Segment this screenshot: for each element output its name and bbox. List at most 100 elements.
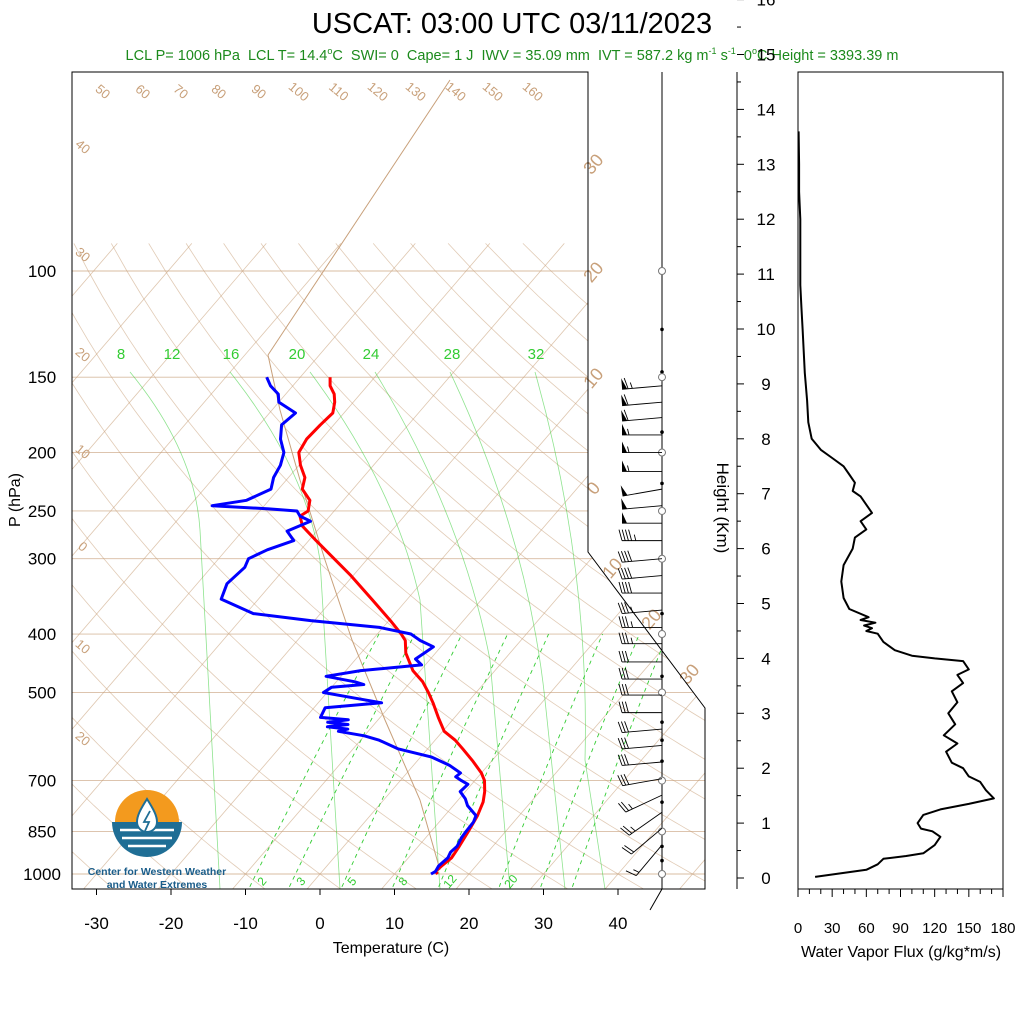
- isotherm-label: 0: [583, 478, 605, 499]
- mixing-ratio-label: 20: [501, 872, 521, 891]
- dry-adiabat-label: 130: [403, 79, 429, 104]
- dry-adiabat-line: [335, 243, 705, 889]
- pressure-tick-label: 850: [28, 822, 56, 841]
- wind-barb: [618, 701, 662, 714]
- flux-tick-label: 90: [892, 920, 909, 937]
- mixing-ratio-line: [288, 633, 416, 887]
- isotherm-line: [72, 243, 267, 889]
- wind-barb: [622, 512, 662, 524]
- isotherm-label: 10: [598, 554, 626, 582]
- dry-adiabat-line: [72, 243, 585, 889]
- isotherm-line: [298, 243, 705, 889]
- dry-adiabat-line: [110, 243, 705, 889]
- dry-adiabat-label: 10: [73, 441, 94, 462]
- isotherm-line: [447, 243, 705, 889]
- isotherm-line: [72, 243, 565, 889]
- cw3e-logo: [112, 790, 182, 857]
- isotherm-line: [72, 243, 416, 889]
- mixing-ratio-label: 5: [344, 874, 359, 888]
- dry-adiabat-label: 10: [73, 636, 94, 657]
- staff-level-dot: [660, 674, 664, 679]
- dry-adiabat-label: 160: [520, 79, 546, 104]
- height-tick-label: 16: [757, 0, 776, 10]
- mixing-ratio-guide: [449, 371, 566, 889]
- staff-level-circle: [658, 827, 666, 836]
- dry-adiabat-line: [72, 243, 509, 889]
- staff-level-circle: [658, 267, 666, 275]
- height-tick-label: 0: [761, 869, 770, 888]
- dry-adiabat-line: [260, 243, 705, 889]
- height-tick-label: 4: [761, 649, 770, 668]
- dry-adiabat-line: [522, 243, 705, 889]
- dry-adiabat-line: [0, 243, 49, 899]
- mixing-ratio-line: [392, 633, 509, 887]
- temperature-tick-label: 40: [609, 914, 628, 933]
- mixing-ratio-label: 12: [164, 346, 181, 363]
- mixing-ratio-label: 2: [254, 874, 269, 888]
- temperature-profile: [297, 377, 487, 875]
- height-tick-label: 8: [761, 430, 770, 449]
- height-tick-label: 2: [761, 759, 770, 778]
- temperature-tick-label: -30: [84, 914, 109, 933]
- logo-line-1: Center for Western Weather: [87, 866, 227, 878]
- pressure-tick-label: 300: [28, 550, 56, 569]
- mixing-ratio-label: 24: [363, 346, 380, 363]
- isotherm-line: [372, 243, 705, 889]
- swi-value: SWI= 0: [350, 47, 399, 64]
- wind-barb: [617, 774, 663, 787]
- isotherm-label: 20: [637, 605, 665, 633]
- wind-barb: [620, 811, 663, 836]
- dry-adiabat-label: 0: [75, 538, 90, 554]
- parcel-path: [267, 79, 451, 356]
- mixing-ratio-line: [571, 633, 668, 887]
- flux-tick-label: 60: [858, 920, 875, 937]
- temperature-tick-label: -10: [233, 914, 258, 933]
- dry-adiabat-line: [72, 243, 662, 889]
- wind-barb: [621, 498, 663, 510]
- pressure-tick-label: 100: [28, 262, 56, 281]
- height-tick-label: 9: [761, 375, 770, 394]
- isotherm-line: [596, 243, 705, 889]
- dry-adiabat-line: [148, 243, 705, 889]
- mixing-ratio-label: 3: [293, 874, 308, 888]
- mixing-ratio-label: 8: [395, 874, 410, 888]
- wind-barb: [618, 616, 662, 628]
- water-vapor-flux-profile: [797, 131, 995, 878]
- mixing-ratio-guide: [534, 371, 606, 889]
- ivt-exponent-m: -1: [708, 46, 717, 56]
- wind-barb-staff: [649, 888, 663, 911]
- dry-adiabat-line: [72, 243, 202, 889]
- dry-adiabat-line: [73, 243, 705, 889]
- pressure-tick-label: 200: [28, 444, 56, 463]
- height-tick-label: 12: [757, 210, 776, 229]
- temperature-tick-label: 0: [315, 914, 324, 933]
- chart-title: USCAT: 03:00 UTC 03/11/2023: [311, 8, 713, 40]
- wind-barb: [622, 423, 662, 436]
- dry-adiabat-label: 60: [133, 81, 154, 102]
- isotherm-line: [72, 243, 118, 889]
- logo-caption: Center for Western Weather and Water Ext…: [82, 866, 232, 892]
- ivt-value: IVT = 587.2 kg m: [597, 47, 709, 64]
- staff-level-dot: [660, 800, 664, 804]
- staff-level-dot: [660, 611, 664, 616]
- flux-tick-label: 0: [794, 920, 802, 937]
- pressure-tick-label: 400: [28, 625, 56, 644]
- mixing-ratio-guide: [374, 371, 511, 889]
- staff-level-circle: [658, 506, 666, 515]
- wind-barb: [625, 844, 663, 876]
- staff-level-dot: [660, 327, 664, 332]
- wind-barb: [618, 667, 662, 680]
- wind-barb: [622, 460, 662, 472]
- mixing-ratio-line: [438, 633, 550, 887]
- dry-adiabat-line: [72, 243, 279, 889]
- staff-level-dot: [660, 481, 664, 486]
- temperature-tick-label: 20: [460, 914, 479, 933]
- dry-adiabat-label: 20: [73, 728, 94, 749]
- dry-adiabat-line: [372, 243, 705, 889]
- height-tick-label: 14: [757, 100, 776, 119]
- wind-barb: [621, 394, 663, 407]
- wind-barb: [620, 485, 663, 497]
- cape-value: Cape= 1 J: [406, 47, 474, 64]
- dry-adiabat-line: [72, 243, 432, 889]
- ivt-exponent-s: -1: [727, 46, 736, 56]
